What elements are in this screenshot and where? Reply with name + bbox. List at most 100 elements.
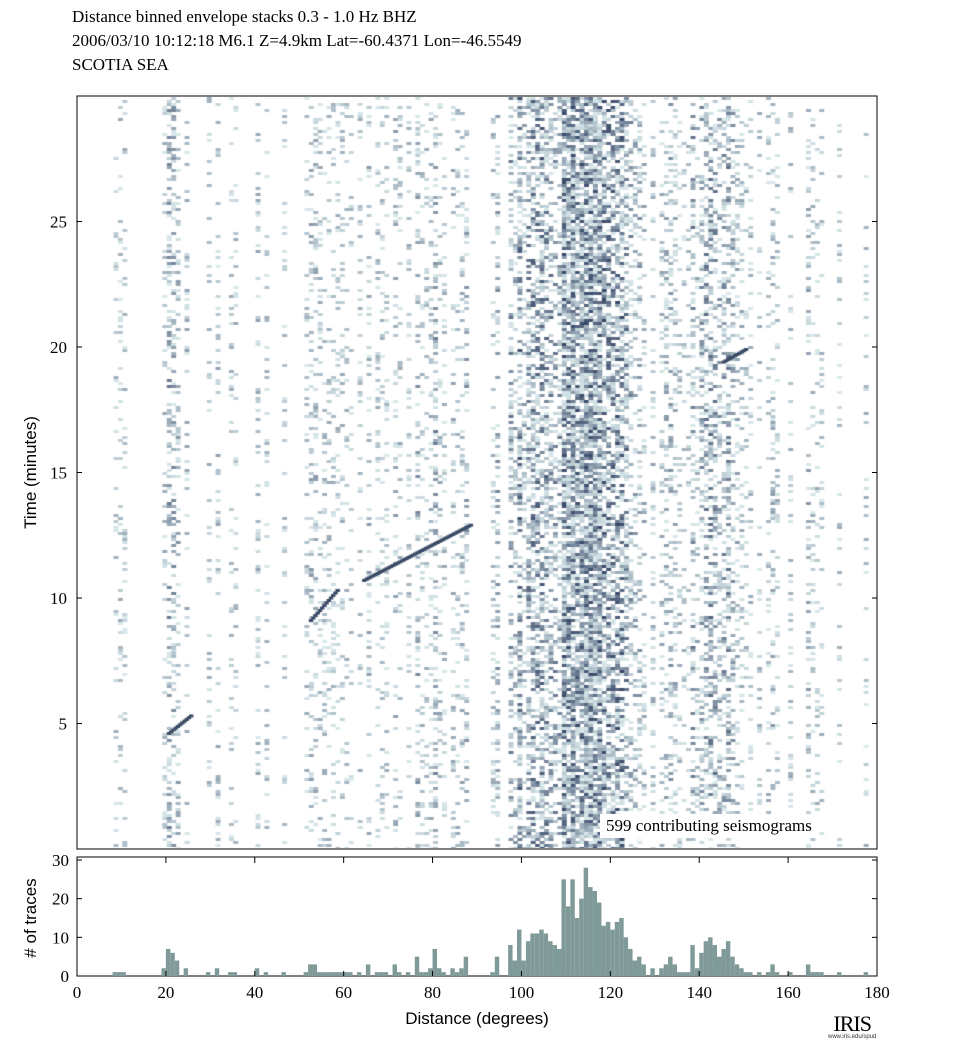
histogram-bar	[708, 937, 713, 976]
histogram-bar	[677, 972, 682, 976]
histogram-bar	[739, 968, 744, 976]
histogram-bar	[281, 972, 286, 976]
histogram-bar	[712, 945, 717, 976]
histogram-bar	[717, 956, 722, 976]
histogram-bar	[628, 948, 633, 976]
histogram-bar	[454, 972, 460, 976]
event-info: 2006/03/10 10:12:18 M6.1 Z=4.9km Lat=-60…	[72, 31, 522, 50]
histogram-bar	[414, 956, 420, 976]
histogram-bar	[668, 956, 673, 976]
histogram-bar	[263, 972, 269, 976]
histogram-bar	[521, 960, 526, 976]
y-tick-label: 15	[50, 464, 67, 483]
hist-y-tick-label: 10	[52, 928, 69, 947]
histogram-bar	[317, 972, 322, 976]
histogram-bar	[174, 960, 180, 976]
histogram-bar	[810, 972, 815, 976]
histogram-bar	[405, 972, 411, 976]
histogram-bar	[508, 945, 513, 976]
histogram-bar	[565, 906, 571, 976]
histogram-bar	[494, 956, 500, 976]
x-tick-label: 160	[775, 983, 801, 1002]
heatmap-frame	[76, 95, 878, 850]
histogram-bar	[339, 972, 344, 976]
histogram-bar	[685, 972, 691, 976]
histogram-bar	[525, 941, 531, 976]
histogram-bar	[788, 972, 793, 976]
histogram-bar	[597, 902, 602, 976]
histogram-bar	[561, 879, 566, 976]
histogram-bar	[672, 964, 677, 976]
histogram-bar	[321, 972, 326, 976]
histogram-bar	[632, 960, 637, 976]
histogram-bar	[214, 968, 220, 976]
histogram-bar	[659, 968, 664, 976]
histogram-bar	[725, 941, 731, 976]
histogram-bar	[303, 972, 309, 976]
histogram-bar	[365, 964, 371, 976]
histogram-bar	[183, 968, 189, 976]
x-tick-label: 120	[598, 983, 624, 1002]
histogram-bar	[805, 964, 811, 976]
histogram-bar	[610, 929, 615, 976]
histogram-bar	[232, 972, 237, 976]
histogram-bar	[548, 941, 553, 976]
histogram-bar	[579, 898, 584, 976]
x-tick-label: 0	[73, 983, 82, 1002]
histogram-bar	[383, 972, 389, 976]
histogram-bar	[419, 972, 424, 976]
histogram-bar	[552, 945, 557, 976]
histogram-bar	[690, 945, 695, 976]
histogram-frame	[76, 856, 878, 977]
seismogram-count-label: 599 contributing seismograms	[600, 814, 818, 838]
histogram-bar	[112, 972, 117, 976]
x-tick-label: 140	[686, 983, 712, 1002]
histogram-bar	[161, 968, 166, 976]
hist-y-tick-label: 30	[52, 851, 69, 870]
histogram-bar	[490, 972, 495, 976]
histogram-bar	[623, 937, 629, 976]
histogram-bar	[437, 968, 442, 976]
histogram-bar	[459, 968, 464, 976]
histogram-bar	[428, 968, 433, 976]
histogram-bar	[614, 921, 620, 976]
histogram-bar	[814, 972, 820, 976]
histogram-bar	[117, 972, 122, 976]
histogram-bar	[557, 948, 562, 976]
histogram-bar	[348, 972, 353, 976]
histogram-bar	[574, 918, 580, 976]
histogram-bar	[379, 972, 384, 976]
y-tick-label: 10	[50, 589, 67, 608]
histogram-bar	[121, 972, 126, 976]
histogram-bar	[308, 964, 313, 976]
histogram-bar	[170, 952, 175, 976]
histogram-bar	[757, 972, 762, 976]
histogram-bar	[663, 964, 669, 976]
histogram-bar	[530, 933, 535, 976]
x-tick-label: 40	[246, 983, 263, 1002]
histogram-bar	[312, 964, 317, 976]
histogram-bar	[343, 972, 349, 976]
histogram-bar	[534, 933, 540, 976]
histogram-bar	[765, 972, 771, 976]
histogram-bar	[743, 972, 749, 976]
histogram-bar	[694, 968, 700, 976]
histogram-bar	[583, 867, 589, 976]
x-axis-title: Distance (degrees)	[405, 1009, 549, 1028]
hist-y-tick-label: 0	[61, 967, 70, 986]
histogram-bar	[734, 964, 740, 976]
histogram-bar	[330, 972, 335, 976]
y-tick-label: 25	[50, 213, 67, 232]
region-name: SCOTIA SEA	[72, 55, 169, 74]
histogram-bar	[863, 972, 869, 976]
histogram-bar	[703, 941, 709, 976]
histogram-bar	[637, 956, 642, 976]
histogram-bar	[423, 972, 429, 976]
histogram-bar	[748, 972, 753, 976]
histogram-bar	[254, 968, 260, 976]
histogram-bar	[228, 972, 233, 976]
hist-y-tick-label: 20	[52, 890, 69, 909]
histogram-bar	[539, 929, 544, 976]
histogram-bar	[543, 933, 549, 976]
